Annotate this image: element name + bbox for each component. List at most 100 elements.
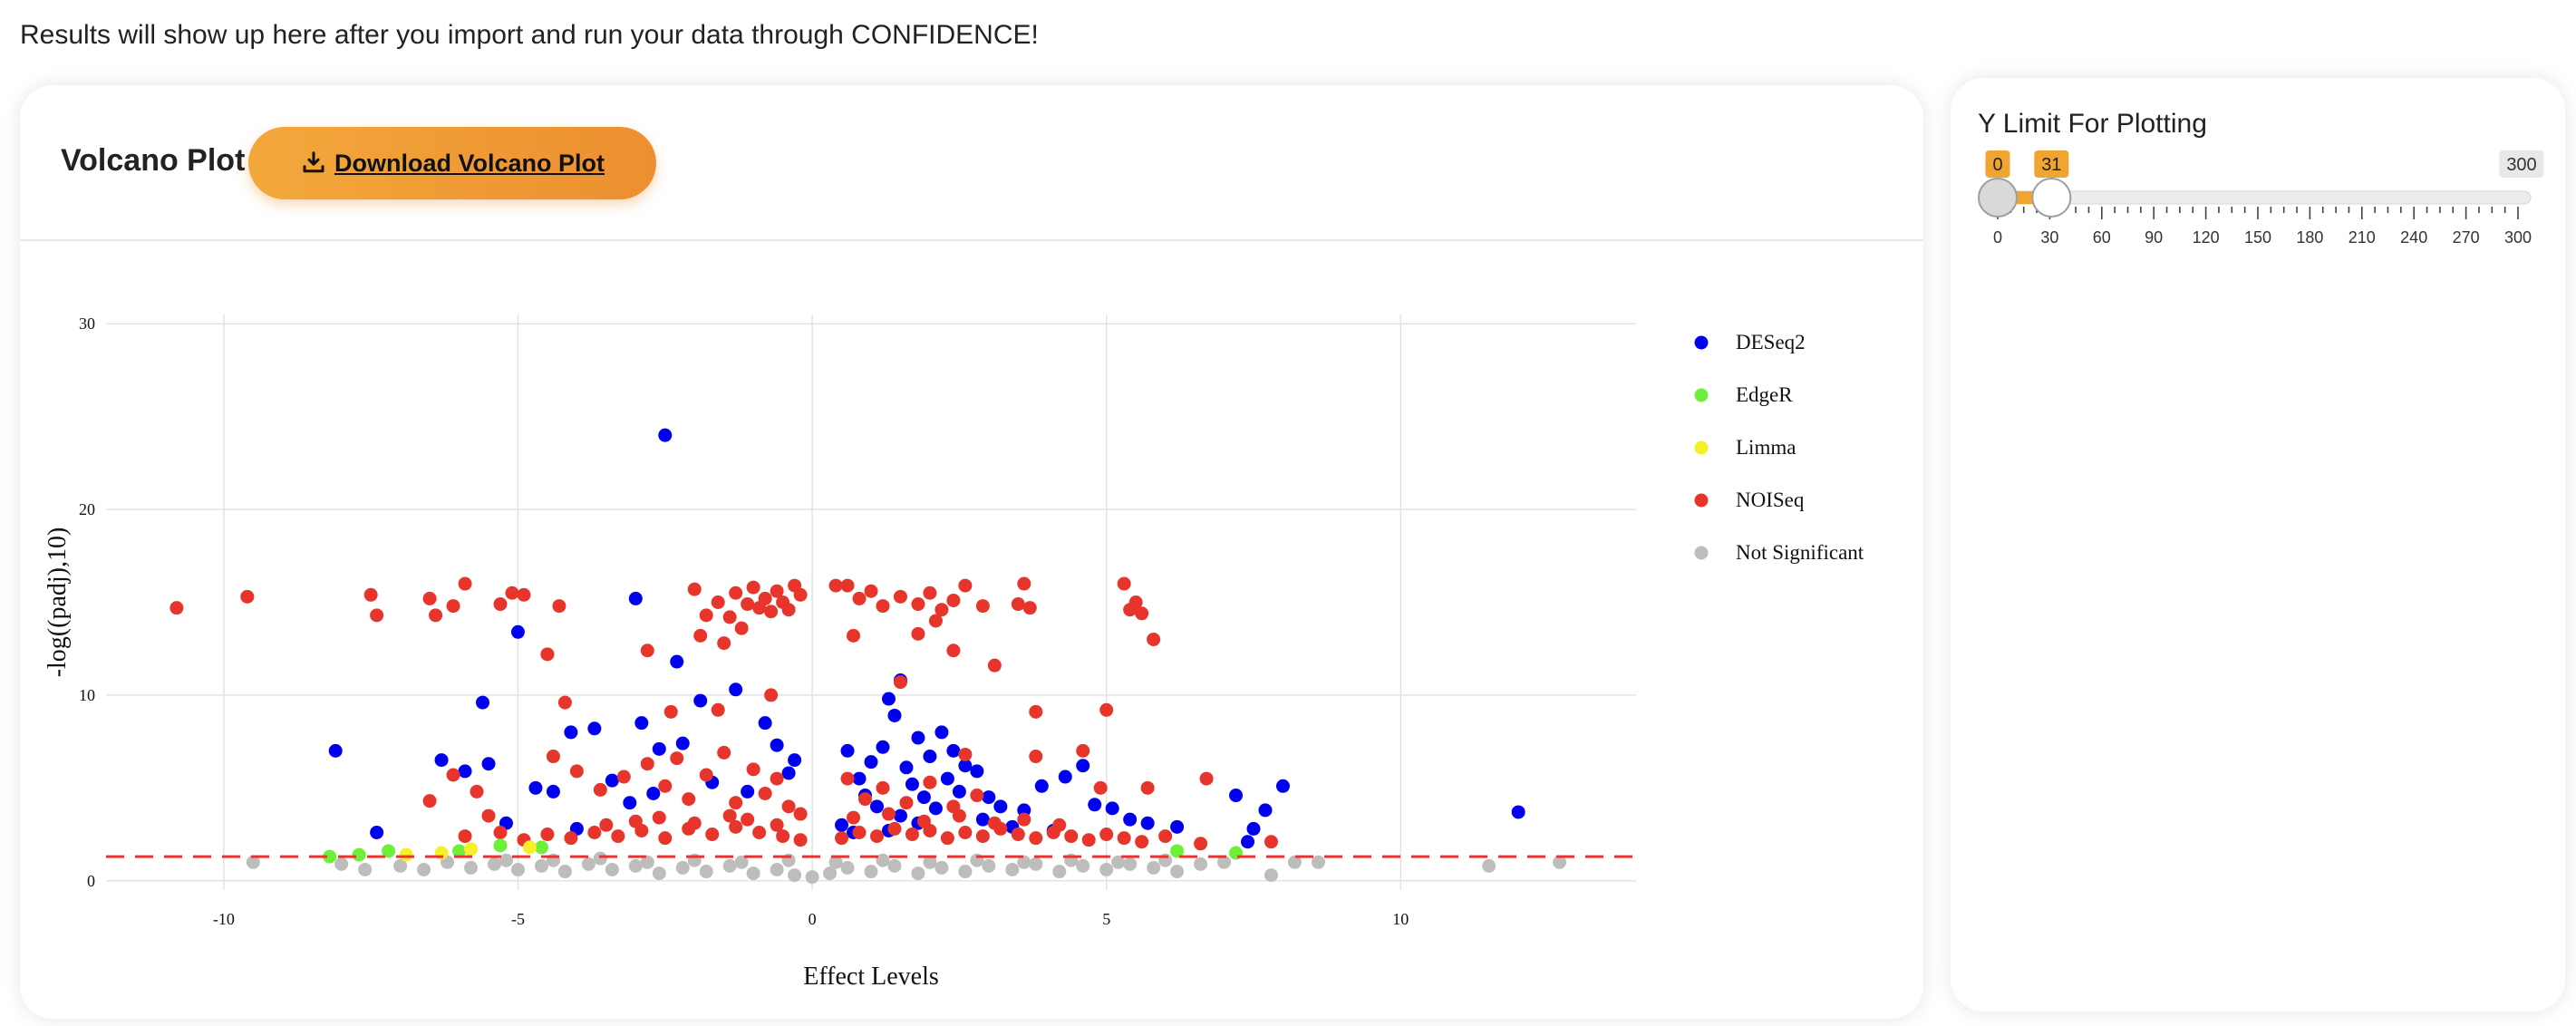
- data-point: [1099, 828, 1114, 842]
- slider-handle-to[interactable]: [2031, 178, 2072, 218]
- data-point: [847, 810, 861, 825]
- data-point: [1058, 770, 1072, 784]
- data-point: [864, 755, 878, 770]
- data-point: [1553, 855, 1567, 869]
- data-point: [1194, 837, 1208, 851]
- data-point: [1217, 855, 1232, 869]
- data-point: [446, 599, 460, 614]
- data-point: [781, 603, 796, 617]
- data-point: [734, 855, 749, 869]
- data-point: [1140, 780, 1155, 795]
- data-point: [923, 775, 937, 789]
- slider-tick-label: 180: [2296, 228, 2323, 247]
- series-limma: [399, 840, 537, 862]
- data-point: [987, 658, 1002, 673]
- slider-from-badge: 0: [1985, 150, 2010, 178]
- data-point: [1194, 857, 1208, 871]
- data-point: [1229, 789, 1244, 803]
- data-point: [1147, 860, 1161, 875]
- data-point: [1140, 816, 1155, 830]
- data-point: [640, 757, 654, 771]
- data-point: [781, 766, 796, 780]
- data-point: [540, 647, 555, 662]
- data-point: [699, 865, 713, 879]
- data-point: [593, 782, 607, 797]
- data-point: [899, 760, 914, 775]
- data-point: [722, 610, 737, 624]
- data-point: [458, 576, 472, 591]
- data-point: [840, 743, 855, 758]
- data-point: [1011, 828, 1025, 842]
- data-point: [1093, 780, 1108, 795]
- data-point: [1287, 855, 1302, 869]
- data-point: [434, 753, 449, 768]
- slider-tick-label: 90: [2145, 228, 2163, 247]
- y-limit-panel: Y Limit For Plotting 0 30 60 90 120 150 180 210…: [1951, 78, 2565, 1011]
- data-point: [334, 857, 349, 871]
- legend-label: DESeq2: [1736, 331, 1806, 353]
- data-point: [628, 814, 643, 828]
- card-title: Volcano Plot: [61, 143, 246, 178]
- data-point: [370, 826, 384, 839]
- data-point: [323, 849, 337, 864]
- data-point: [587, 721, 602, 736]
- data-point: [699, 768, 713, 782]
- data-point: [663, 704, 678, 719]
- data-point: [911, 597, 925, 612]
- slider-to-badge: 31: [2034, 150, 2069, 178]
- data-point: [640, 855, 654, 869]
- data-point: [711, 595, 725, 609]
- data-point: [876, 853, 890, 867]
- download-volcano-plot-button[interactable]: Download Volcano Plot: [248, 127, 656, 199]
- data-point: [847, 628, 861, 643]
- data-point: [893, 589, 907, 604]
- data-point: [911, 731, 925, 745]
- data-point: [1064, 829, 1079, 844]
- data-point: [1135, 835, 1149, 849]
- data-point: [746, 762, 760, 777]
- data-point: [722, 858, 737, 873]
- slider-tick-label: 120: [2193, 228, 2220, 247]
- data-point: [1275, 779, 1290, 793]
- data-point: [905, 777, 919, 791]
- data-point: [1017, 576, 1031, 591]
- data-point: [893, 808, 907, 823]
- data-point: [940, 831, 954, 846]
- data-point: [876, 740, 890, 754]
- data-point: [1017, 855, 1031, 869]
- data-point: [499, 853, 513, 867]
- data-point: [705, 828, 720, 842]
- data-point: [652, 866, 666, 881]
- y-limit-slider[interactable]: 0 30 60 90 120 150 180 210 240 270 300 0 31 300: [1951, 150, 2565, 277]
- svg-text:300: 300: [2506, 155, 2536, 175]
- data-point: [1258, 803, 1273, 818]
- data-point: [1088, 798, 1102, 812]
- data-point: [493, 826, 508, 839]
- x-tick-label: 0: [809, 910, 817, 928]
- data-point: [793, 807, 808, 821]
- data-point: [911, 626, 925, 641]
- data-point: [958, 826, 973, 839]
- slider-track: [1997, 190, 2532, 205]
- data-point: [840, 860, 855, 875]
- data-point: [476, 695, 490, 710]
- data-point: [893, 675, 907, 690]
- data-point: [670, 654, 684, 669]
- legend-label: NOISeq: [1736, 489, 1805, 511]
- data-point: [605, 773, 619, 788]
- data-point: [911, 866, 925, 881]
- data-point: [487, 857, 501, 871]
- data-point: [758, 591, 772, 605]
- data-point: [729, 586, 743, 600]
- slider-handle-from[interactable]: [1978, 178, 2018, 218]
- data-point: [840, 771, 855, 786]
- data-point: [987, 816, 1002, 830]
- data-point: [1076, 759, 1090, 773]
- data-point: [1029, 857, 1043, 871]
- data-point: [687, 816, 702, 830]
- legend-marker: [1694, 388, 1709, 402]
- data-point: [1105, 801, 1119, 816]
- slider-tick-label: 210: [2348, 228, 2376, 247]
- data-point: [382, 844, 396, 858]
- download-icon: [303, 151, 324, 173]
